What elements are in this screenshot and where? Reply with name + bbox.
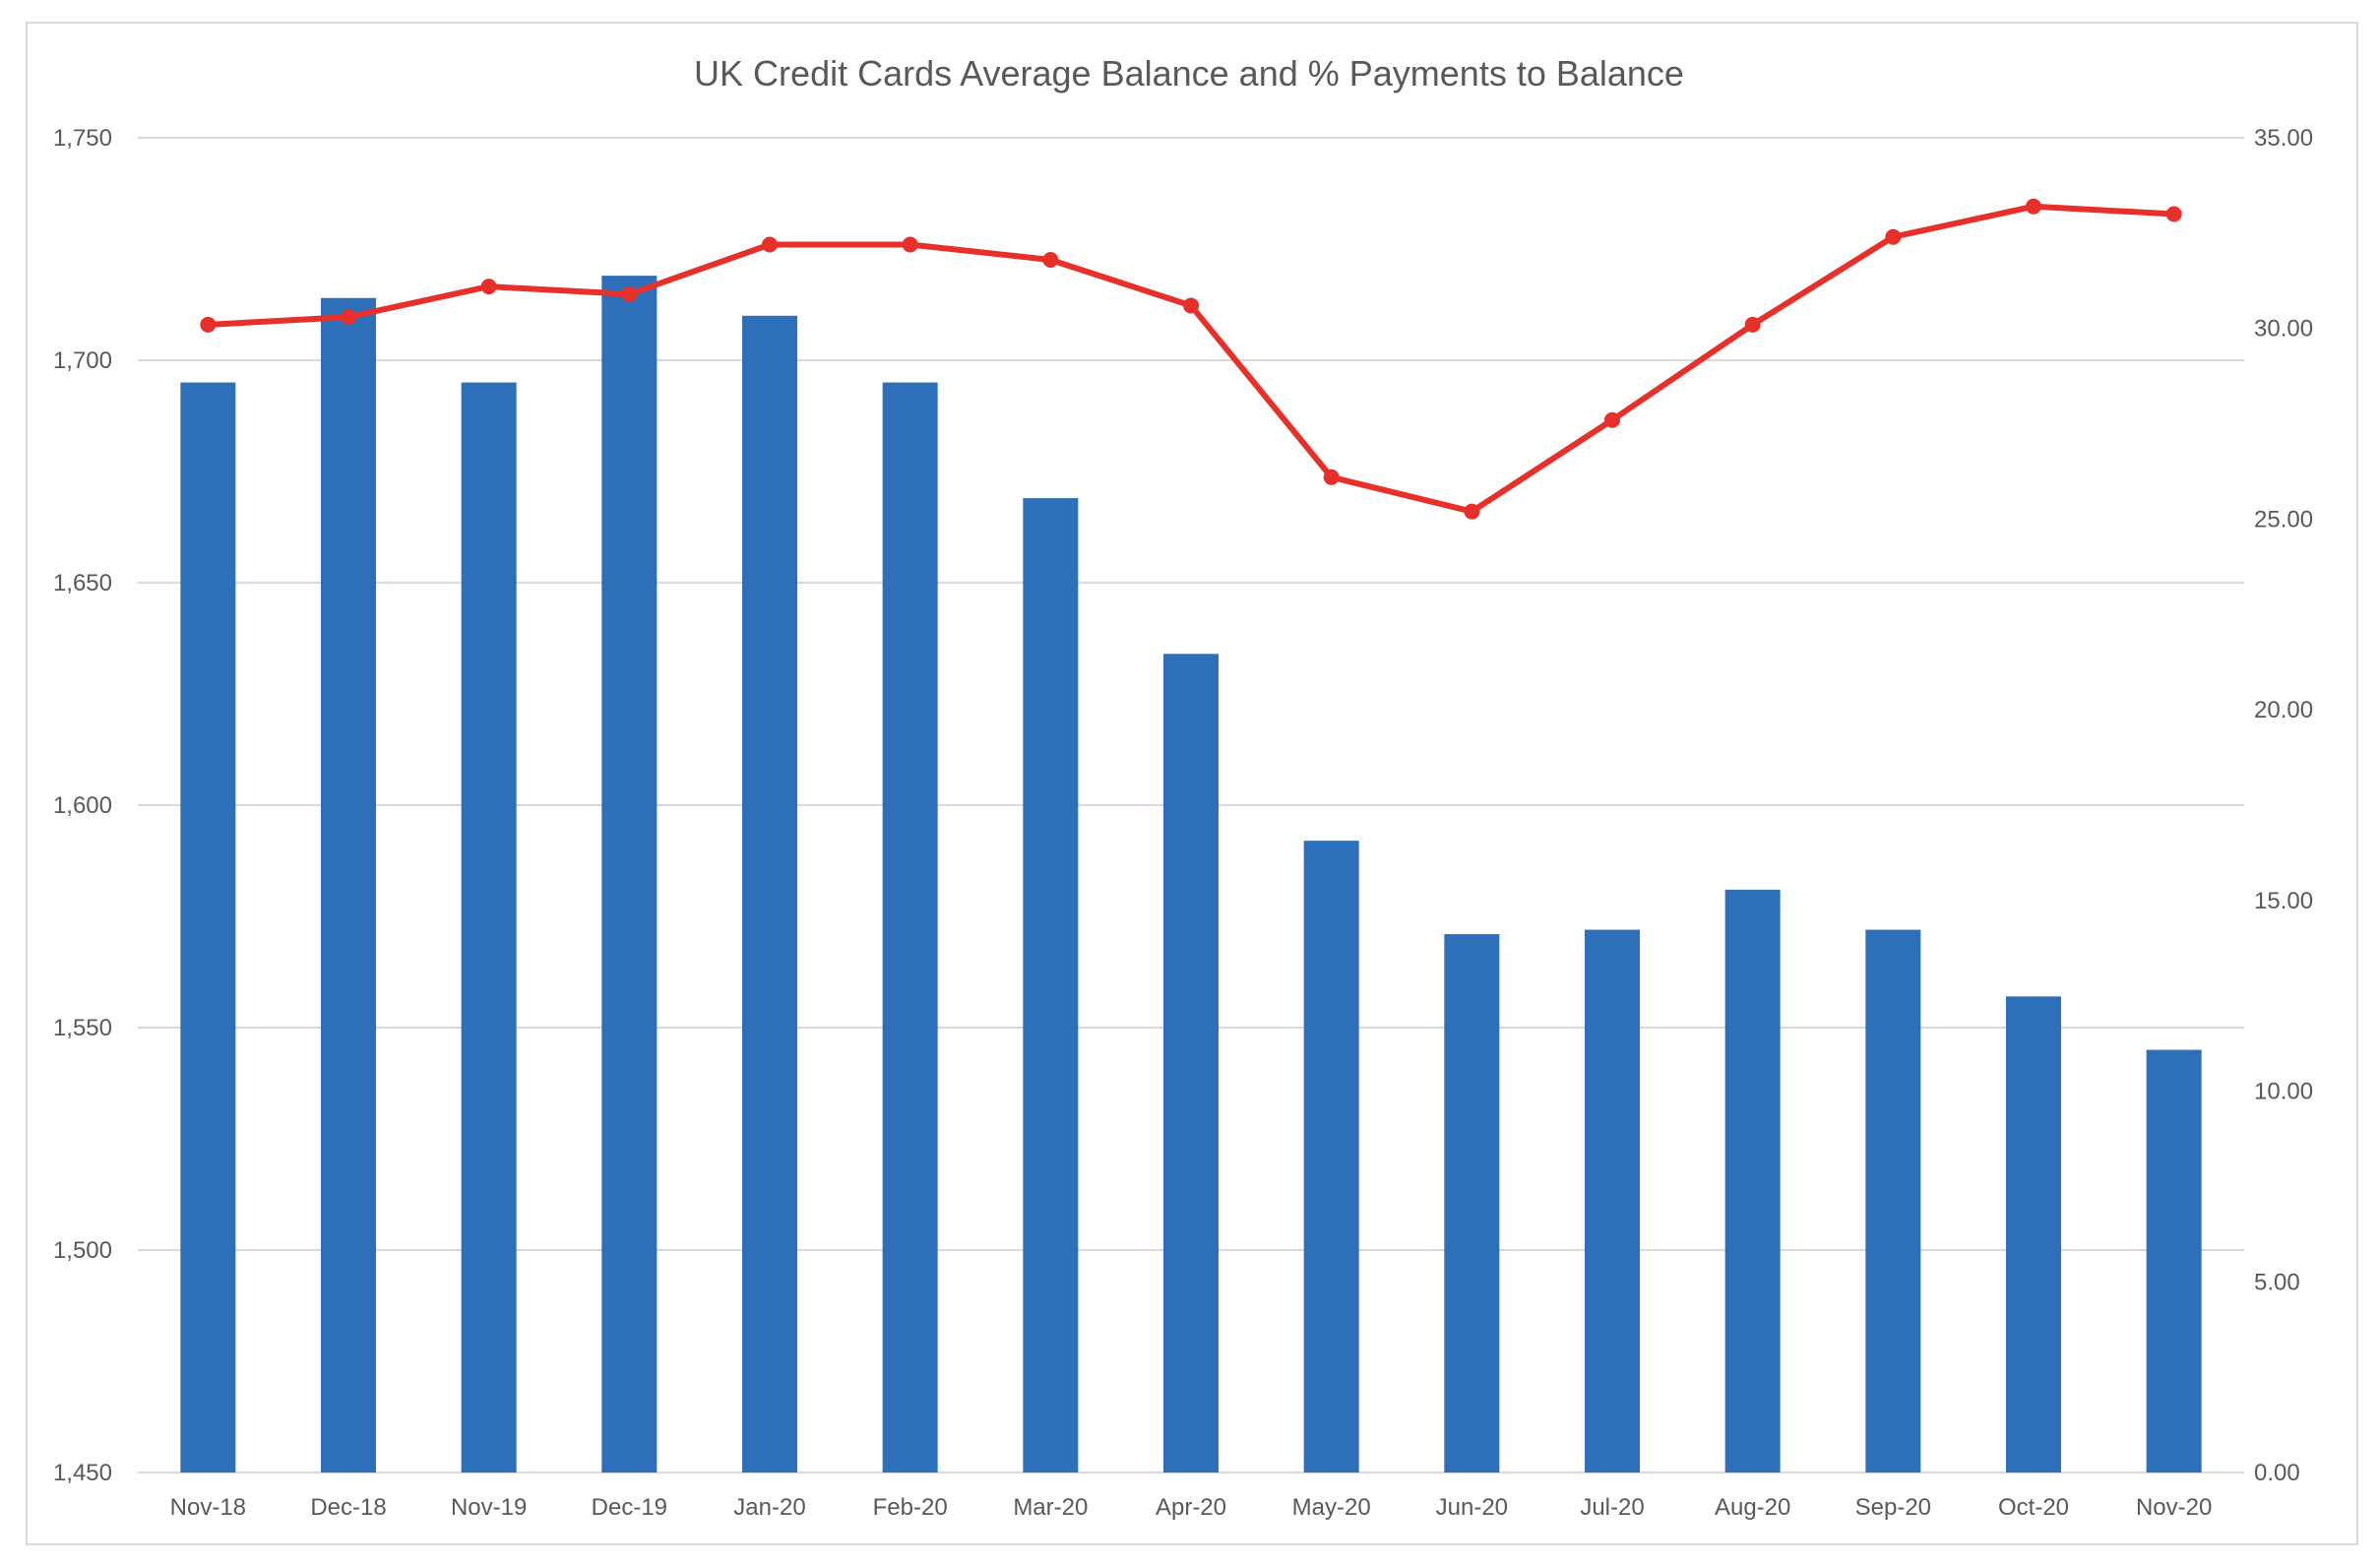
x-axis-ticks: Nov-18 Dec-18 Nov-19 Dec-19 Jan-20 Feb-20 Mar-… — [170, 1494, 2213, 1521]
x-tick-label: Nov-20 — [2136, 1494, 2212, 1521]
right-tick-label: 10.00 — [2254, 1079, 2313, 1105]
x-tick-label: Feb-20 — [873, 1494, 948, 1521]
line-series — [200, 198, 2182, 520]
line-point — [1744, 316, 1761, 333]
x-tick-label: Jul-20 — [1580, 1494, 1644, 1521]
right-tick-label: 0.00 — [2254, 1460, 2300, 1486]
bar — [321, 297, 376, 1473]
x-tick-label: Aug-20 — [1715, 1494, 1790, 1521]
right-tick-label: 30.00 — [2254, 316, 2313, 343]
line-point — [1183, 297, 1199, 314]
bar — [461, 382, 517, 1473]
left-tick-label: 1,550 — [53, 1015, 112, 1041]
left-tick-label: 1,650 — [53, 570, 112, 596]
line-point — [1464, 503, 1480, 520]
right-tick-label: 5.00 — [2254, 1269, 2300, 1295]
line-point — [1604, 411, 1620, 428]
bar — [1023, 498, 1079, 1473]
x-tick-label: Dec-19 — [592, 1494, 667, 1521]
bar — [2006, 996, 2061, 1473]
x-tick-label: Jun-20 — [1436, 1494, 1508, 1521]
x-tick-label: Nov-18 — [170, 1494, 246, 1521]
line-point — [1042, 251, 1059, 268]
bar — [1724, 889, 1781, 1473]
line-point — [621, 285, 638, 302]
bar — [1585, 929, 1640, 1473]
chart-title: UK Credit Cards Average Balance and % Pa… — [694, 53, 1684, 94]
left-tick-label: 1,750 — [53, 125, 112, 152]
x-tick-label: Dec-18 — [310, 1494, 386, 1521]
bar — [1444, 934, 1500, 1473]
right-tick-label: 25.00 — [2254, 506, 2313, 533]
x-tick-label: Mar-20 — [1013, 1494, 1088, 1521]
line-point — [200, 316, 217, 333]
bar — [1865, 929, 1921, 1473]
left-axis-ticks: 1,450 1,500 1,550 1,600 1,650 1,700 1,750 — [53, 125, 112, 1486]
left-tick-label: 1,600 — [53, 792, 112, 819]
bar — [742, 315, 797, 1473]
x-tick-label: Apr-20 — [1156, 1494, 1226, 1521]
left-tick-label: 1,500 — [53, 1237, 112, 1264]
bar — [1163, 654, 1219, 1473]
bar-series — [180, 276, 2202, 1473]
line-point — [1885, 228, 1902, 245]
bar — [882, 382, 938, 1473]
right-tick-label: 15.00 — [2254, 888, 2313, 914]
x-tick-label: Oct-20 — [1998, 1494, 2069, 1521]
line-point — [1323, 469, 1340, 485]
line-point — [480, 279, 497, 295]
x-tick-label: Sep-20 — [1855, 1494, 1931, 1521]
left-tick-label: 1,450 — [53, 1460, 112, 1486]
bar — [180, 382, 236, 1473]
x-tick-label: Nov-19 — [451, 1494, 527, 1521]
bar — [1303, 841, 1359, 1473]
right-tick-label: 20.00 — [2254, 697, 2313, 723]
line-point — [2165, 206, 2182, 222]
line-point — [762, 236, 778, 253]
line-point — [902, 236, 918, 253]
bar — [601, 276, 658, 1473]
combo-chart: UK Credit Cards Average Balance and % Pa… — [53, 53, 2313, 1521]
x-tick-label: May-20 — [1292, 1494, 1371, 1521]
x-tick-label: Jan-20 — [733, 1494, 805, 1521]
line-point — [2026, 198, 2041, 215]
bar — [2146, 1049, 2202, 1473]
right-tick-label: 35.00 — [2254, 125, 2313, 152]
chart-frame: UK Credit Cards Average Balance and % Pa… — [26, 22, 2358, 1545]
right-axis-ticks: 0.00 5.00 10.00 15.00 20.00 25.00 30.00 35.00 — [2254, 125, 2313, 1486]
left-tick-label: 1,700 — [53, 347, 112, 374]
line-point — [341, 309, 356, 326]
